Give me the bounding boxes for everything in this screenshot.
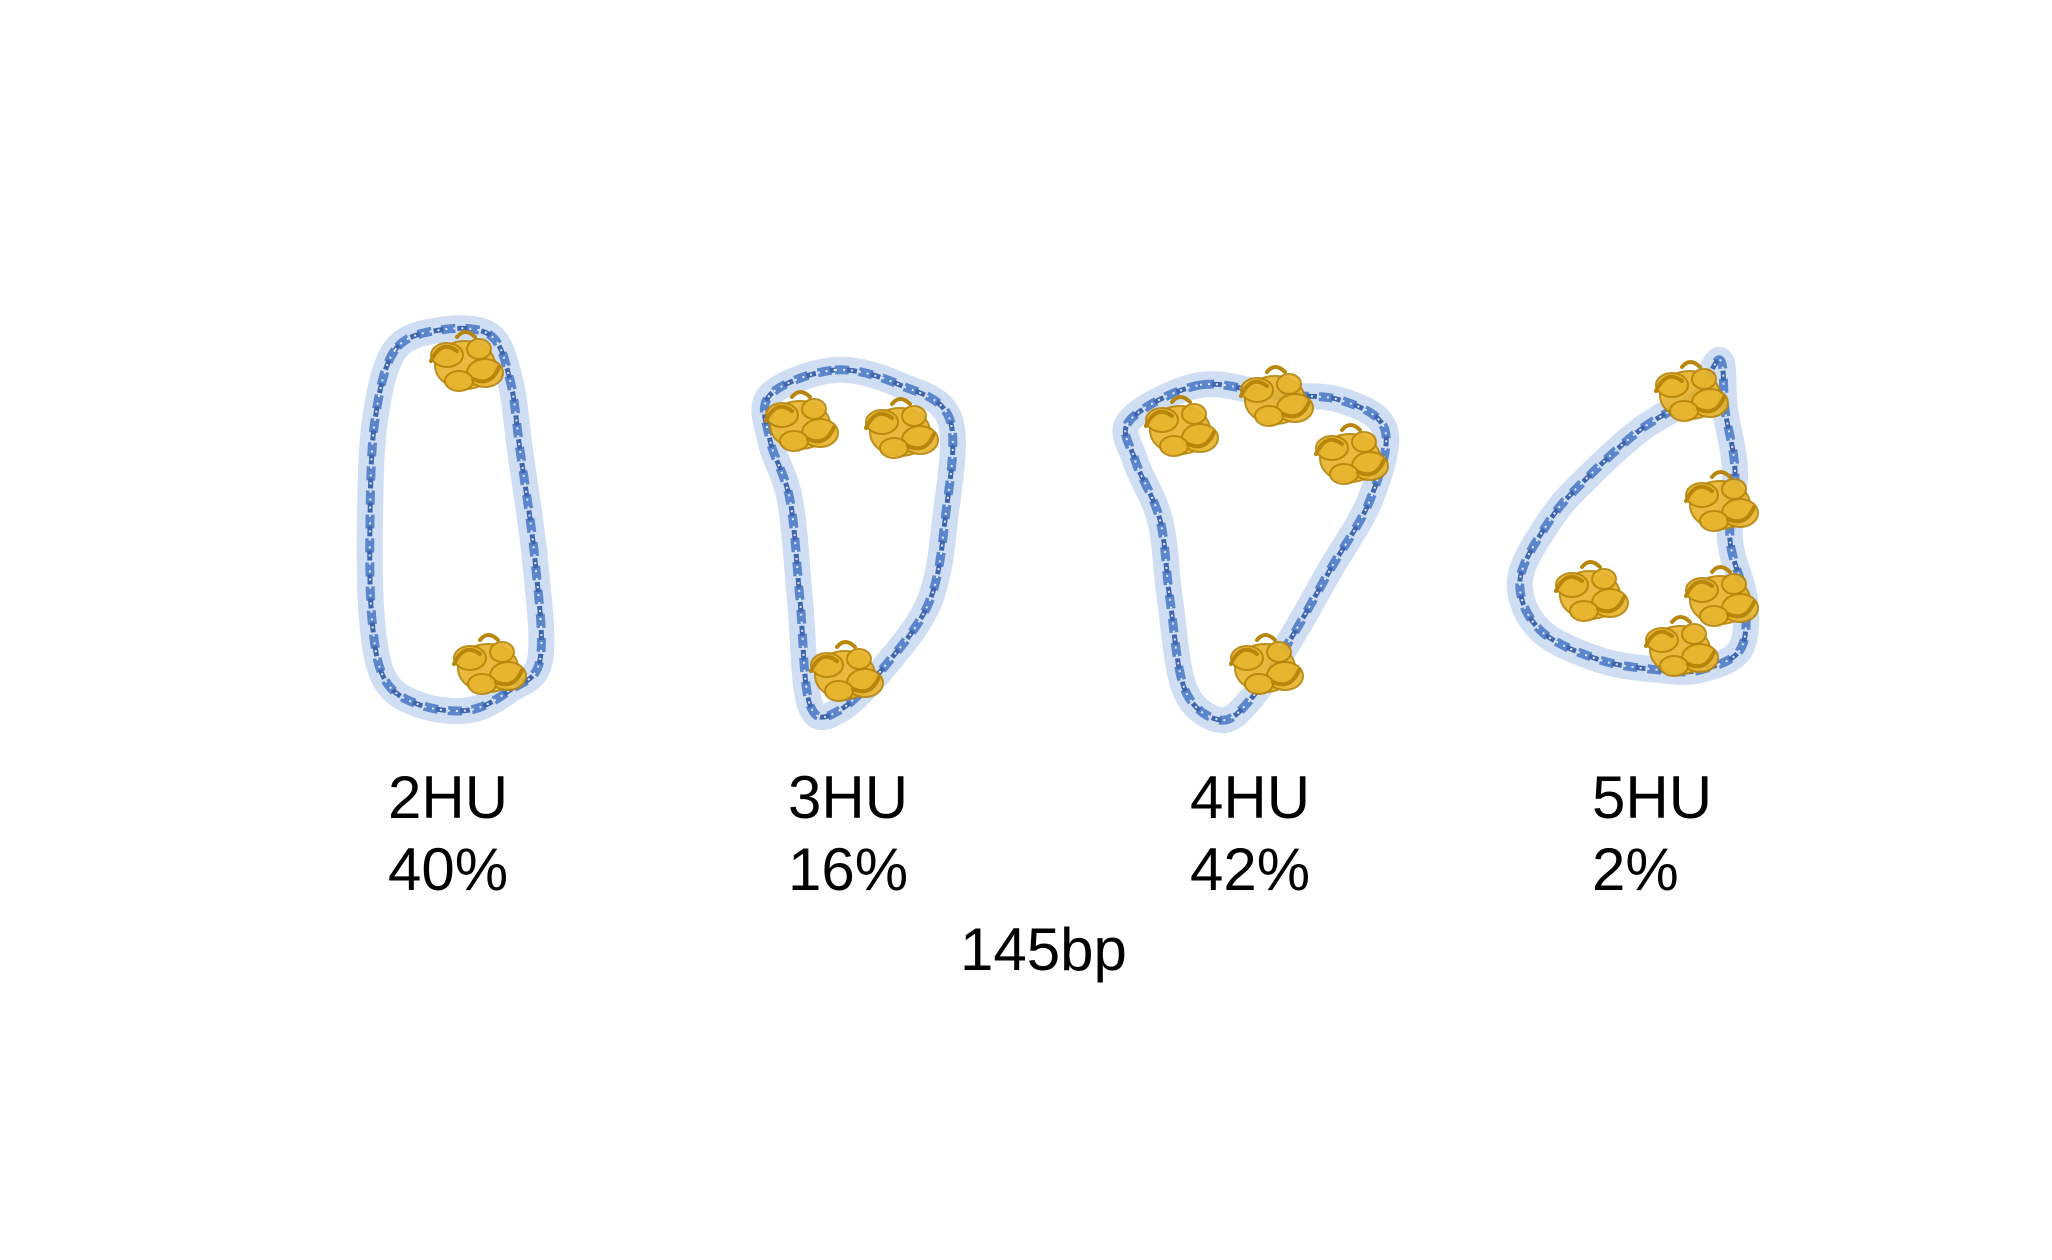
protein-ribbon: [1684, 470, 1756, 524]
protein-subunit: [901, 405, 927, 427]
protein-ribbon: [1554, 560, 1626, 614]
protein-ribbon: [864, 397, 936, 451]
protein-subunit: [489, 641, 515, 663]
dna-strand-b: [761, 367, 956, 720]
protein-subunit: [779, 430, 809, 452]
structure-4-hu-label: 5HU: [1592, 764, 1713, 831]
protein-ribbon: [1239, 365, 1311, 419]
dna-loops: [356, 315, 1760, 734]
protein-subunit: [1699, 605, 1729, 627]
protein-ribbon: [1314, 423, 1386, 477]
protein-ribbon: [429, 330, 501, 384]
hu-protein-3-2: [1239, 365, 1314, 427]
hu-protein-3-3: [1314, 423, 1389, 485]
dna-loop-3: [1112, 371, 1400, 734]
protein-subunit: [846, 648, 872, 670]
protein-subunit: [824, 680, 854, 702]
structure-2-hu-label: 3HU: [788, 764, 909, 831]
protein-ribbon: [1144, 395, 1216, 449]
protein-subunit: [1244, 673, 1274, 695]
protein-ribbon: [1684, 565, 1756, 619]
protein-subunit: [1659, 655, 1689, 677]
dna-length-label: 145bp: [960, 916, 1127, 983]
hu-protein-1-2: [452, 633, 527, 695]
dna-loop-2: [751, 356, 966, 731]
structure-3-hu-label: 4HU: [1190, 764, 1311, 831]
protein-subunit: [1699, 510, 1729, 532]
protein-subunit: [1721, 478, 1747, 500]
protein-subunit: [1266, 641, 1292, 663]
structure-1-percent: 40%: [388, 836, 509, 903]
protein-subunit: [1276, 373, 1302, 395]
dna-strand-a: [1121, 379, 1391, 725]
protein-ribbon: [809, 640, 881, 694]
hu-protein-4-2: [1684, 470, 1759, 532]
hu-protein-4-5: [1644, 615, 1719, 677]
dna-strand-b: [1123, 381, 1389, 723]
protein-subunit: [1569, 600, 1599, 622]
protein-ribbon: [452, 633, 524, 687]
protein-subunit: [1329, 463, 1359, 485]
protein-ribbon: [1644, 615, 1716, 669]
hu-protein-2-2: [864, 397, 939, 459]
hu-protein-4-3: [1554, 560, 1629, 622]
hu-protein-2-3: [809, 640, 884, 702]
structure-4-percent: 2%: [1592, 836, 1679, 903]
hu-protein-3-1: [1144, 395, 1219, 457]
structure-3-percent: 42%: [1190, 836, 1311, 903]
hu-protein-1-1: [429, 330, 504, 392]
protein-subunit: [1159, 435, 1189, 457]
dna-base-pairs: [763, 368, 954, 719]
protein-subunit: [1669, 400, 1699, 422]
structure-1-hu-label: 2HU: [388, 764, 509, 831]
protein-subunit: [1254, 405, 1284, 427]
hu-protein-4-1: [1654, 360, 1729, 422]
structure-2-percent: 16%: [788, 836, 909, 903]
protein-subunit: [444, 370, 474, 392]
hu-protein-3-4: [1229, 633, 1304, 695]
hu-protein-2-1: [764, 390, 839, 452]
protein-subunit: [879, 437, 909, 459]
protein-subunit: [1351, 431, 1377, 453]
protein-ribbon: [1654, 360, 1726, 414]
protein-ribbon: [1229, 633, 1301, 687]
hu-protein-4-4: [1684, 565, 1759, 627]
dna-strand-b: [1517, 357, 1749, 675]
dna-base-pairs: [368, 327, 543, 712]
protein-ribbon: [764, 390, 836, 444]
protein-subunit: [1591, 568, 1617, 590]
protein-subunit: [801, 398, 827, 420]
protein-subunit: [1721, 573, 1747, 595]
hu-proteins: [429, 330, 1759, 702]
protein-subunit: [1681, 623, 1707, 645]
protein-subunit: [466, 338, 492, 360]
protein-subunit: [1181, 403, 1207, 425]
protein-subunit: [467, 673, 497, 695]
protein-subunit: [1691, 368, 1717, 390]
